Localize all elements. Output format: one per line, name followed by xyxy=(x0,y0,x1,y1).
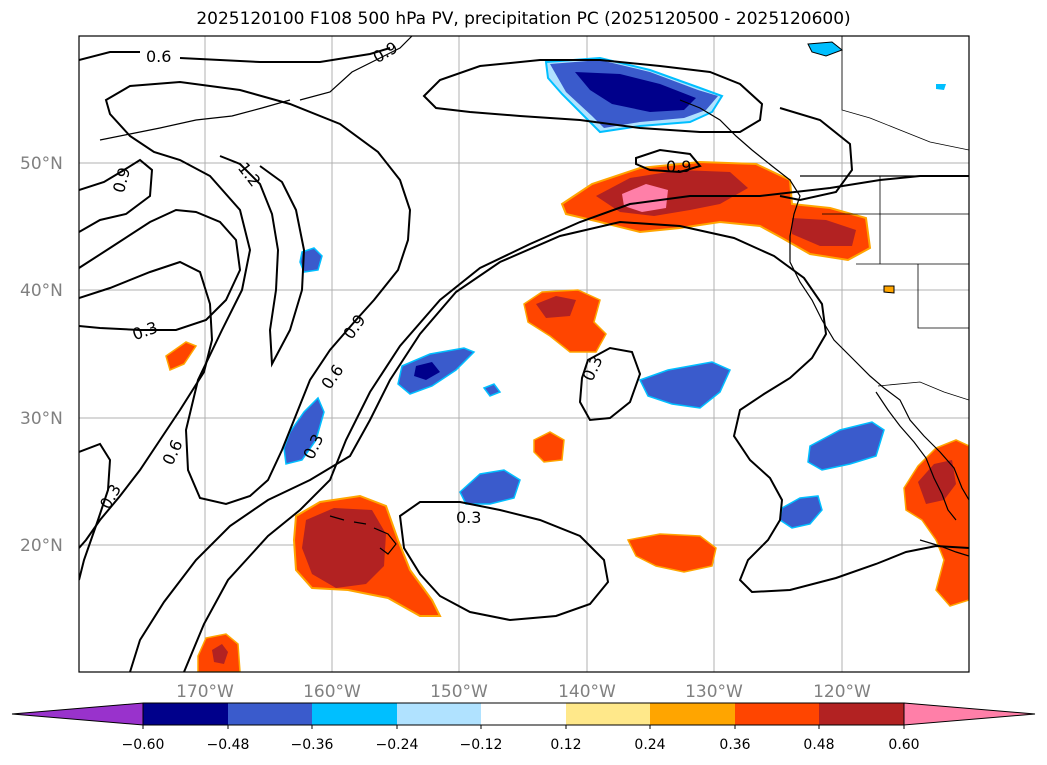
pv-contours xyxy=(79,47,969,672)
contour-jet-middle xyxy=(183,175,969,672)
border-us-mexico xyxy=(877,381,969,401)
contour-label: 0.6 xyxy=(159,437,187,468)
lon-label: 160°W xyxy=(303,682,361,702)
neg-area-3 xyxy=(283,396,325,465)
lat-labels: 20°N 30°N 40°N 50°N xyxy=(20,154,63,556)
neg-area-small-2 xyxy=(482,383,502,397)
colorbar-tick-label: −0.60 xyxy=(122,737,165,753)
lon-label: 150°W xyxy=(430,682,488,702)
colorbar-segment xyxy=(481,703,566,725)
contour-03-loop xyxy=(578,346,642,422)
lat-label: 20°N xyxy=(20,536,63,556)
pos-area-small-3-core xyxy=(212,644,228,664)
contour-top-left-2 xyxy=(179,47,391,63)
neg-area-4 xyxy=(638,361,731,409)
contour-north-loop xyxy=(779,107,854,202)
coast-canada-interior xyxy=(841,36,969,151)
contour-loop-top xyxy=(104,80,412,506)
gridlines xyxy=(79,36,969,672)
colorbar-tick-label: −0.24 xyxy=(376,737,419,753)
pos-area-small-1 xyxy=(165,341,198,372)
neg-area-small-1 xyxy=(299,247,323,273)
colorbar-segment xyxy=(143,703,228,725)
map-title: 2025120100 F108 500 hPa PV, precipitatio… xyxy=(196,9,851,29)
contour-label: 0.3 xyxy=(130,318,160,345)
lon-label: 130°W xyxy=(685,682,743,702)
colorbar-tick-label: −0.48 xyxy=(207,737,250,753)
contour-top-left xyxy=(79,51,140,61)
coast-aleutians xyxy=(99,99,291,141)
colorbar-tick-label: 0.48 xyxy=(803,737,834,753)
colorbar-segment xyxy=(735,703,819,725)
pos-area-hawaii-core xyxy=(302,508,386,588)
colorbar-tick-label: 0.24 xyxy=(634,737,665,753)
colorbar-tick-label: −0.12 xyxy=(460,737,503,753)
coastlines xyxy=(99,36,969,557)
contour-label: 0.9 xyxy=(370,38,402,67)
colorbar-segment xyxy=(819,703,904,725)
colorbar-segment xyxy=(397,703,481,725)
neg-area-5 xyxy=(459,469,521,505)
contour-label: 0.3 xyxy=(96,481,125,513)
coast-baja xyxy=(875,391,957,521)
map-area: 0.6 0.9 0.9 1.2 0.3 0.9 0.6 0.3 0.6 0.3 … xyxy=(79,36,969,672)
contour-09-small xyxy=(635,148,702,174)
colorbar-extend-left xyxy=(11,702,144,726)
neg-area-2-core xyxy=(414,362,440,380)
neg-area-7 xyxy=(779,495,823,529)
contour-label: 0.9 xyxy=(109,165,134,195)
colorbar: −0.60 −0.48 −0.36 −0.24 −0.12 0.12 0.24 … xyxy=(11,702,1036,753)
coast-bc-alaska xyxy=(679,99,969,501)
colorbar-ticks xyxy=(142,725,905,729)
contour-left-1 xyxy=(79,158,154,233)
lat-label: 40°N xyxy=(20,281,63,301)
neg-area-corner xyxy=(807,41,843,57)
neg-area-gulf-alaska-core xyxy=(575,72,696,112)
contour-inner xyxy=(219,155,306,368)
colorbar-tick-label: 0.36 xyxy=(719,737,750,753)
lon-label: 120°W xyxy=(813,682,871,702)
pos-area-jet-peak xyxy=(622,184,668,212)
colorbar-tick-label: 0.12 xyxy=(550,737,581,753)
contour-main-arc xyxy=(129,220,969,672)
coast-mexico-south xyxy=(919,539,969,557)
contour-label: 0.9 xyxy=(339,311,369,343)
pos-area-jet-core-east xyxy=(792,218,856,246)
negative-precip-areas xyxy=(283,41,946,529)
contour-03-south xyxy=(398,501,610,622)
contour-gulf-loop xyxy=(422,59,764,133)
colorbar-segment xyxy=(228,703,312,725)
lon-label: 170°W xyxy=(176,682,234,702)
pos-area-1-core xyxy=(536,296,576,318)
pos-area-2 xyxy=(626,533,717,573)
positive-precip-areas xyxy=(165,160,969,672)
colorbar-extend-right xyxy=(903,702,1036,726)
neg-area-6 xyxy=(807,421,885,471)
colorbar-tick-label: 0.60 xyxy=(888,737,919,753)
map-frame xyxy=(78,35,970,673)
contour-label: 0.6 xyxy=(146,47,171,66)
pos-area-small-2 xyxy=(533,431,565,463)
contour-left-2 xyxy=(79,208,242,331)
neg-area-tiny xyxy=(936,84,946,90)
coast-hawaii xyxy=(329,515,397,555)
contour-left-3 xyxy=(79,442,112,581)
contour-label: 0.3 xyxy=(456,508,481,527)
colorbar-segment xyxy=(650,703,735,725)
lon-labels: 170°W 160°W 150°W 140°W 130°W 120°W xyxy=(176,682,871,702)
pos-area-mexico-core xyxy=(918,460,956,504)
lat-label: 30°N xyxy=(20,409,63,429)
contour-label: 0.9 xyxy=(666,157,691,176)
colorbar-segment xyxy=(312,703,397,725)
lat-label: 50°N xyxy=(20,154,63,174)
border-states xyxy=(822,176,969,329)
contour-jet-loop xyxy=(79,260,214,549)
lon-label: 140°W xyxy=(558,682,616,702)
colorbar-segment xyxy=(566,703,650,725)
coast-alaska-south xyxy=(299,36,413,101)
colorbar-tick-label: −0.36 xyxy=(291,737,334,753)
contour-label: 0.6 xyxy=(317,361,347,393)
pos-area-tiny xyxy=(883,285,895,294)
